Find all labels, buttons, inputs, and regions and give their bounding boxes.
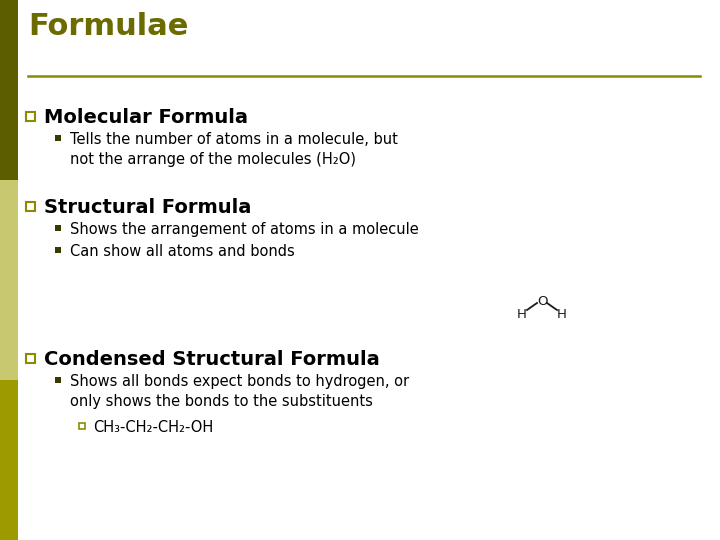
Text: Tells the number of atoms in a molecule, but
not the arrange of the molecules (H: Tells the number of atoms in a molecule,… <box>70 132 398 167</box>
FancyBboxPatch shape <box>55 225 61 231</box>
Text: H: H <box>517 308 527 321</box>
Text: Condensed Structural Formula: Condensed Structural Formula <box>44 350 379 369</box>
Bar <box>0 380 18 540</box>
FancyBboxPatch shape <box>55 135 61 141</box>
Text: H: H <box>557 308 567 321</box>
Text: Molecular Formula: Molecular Formula <box>44 108 248 127</box>
Text: Structural Formula: Structural Formula <box>44 198 251 217</box>
Bar <box>0 180 18 380</box>
FancyBboxPatch shape <box>55 247 61 253</box>
FancyBboxPatch shape <box>55 377 61 383</box>
Text: Can show all atoms and bonds: Can show all atoms and bonds <box>70 244 294 259</box>
Bar <box>0 0 18 180</box>
Text: O: O <box>536 295 547 308</box>
Text: Shows all bonds expect bonds to hydrogen, or
only shows the bonds to the substit: Shows all bonds expect bonds to hydrogen… <box>70 374 409 409</box>
Text: CH₃-CH₂-CH₂-OH: CH₃-CH₂-CH₂-OH <box>93 420 213 435</box>
Text: Formulae: Formulae <box>28 12 189 41</box>
Text: Shows the arrangement of atoms in a molecule: Shows the arrangement of atoms in a mole… <box>70 222 419 237</box>
